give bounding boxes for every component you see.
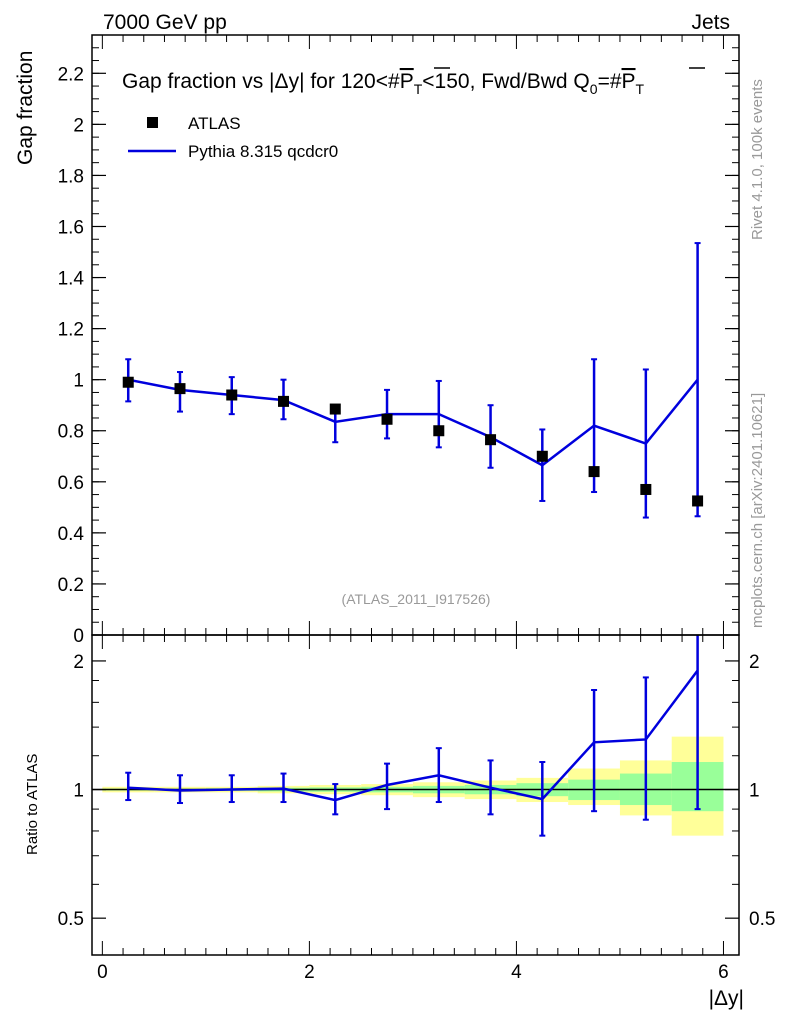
atlas-data-point (640, 483, 652, 495)
atlas-data-point (329, 403, 341, 415)
title-mid2: <150, Fwd/Bwd Q (422, 70, 590, 93)
ratio-ytick-label: 0.5 (58, 909, 84, 930)
main-ytick-label: 0 (73, 626, 84, 647)
title-q-sub: 0 (590, 81, 598, 97)
legend-atlas-marker (147, 117, 158, 128)
title-pt2: P (622, 70, 636, 93)
header-right: Jets (691, 11, 730, 34)
ratio-ylabel: Ratio to ATLAS (24, 754, 41, 855)
atlas-data-point (278, 395, 290, 407)
atlas-data-point (226, 389, 238, 401)
ratio-ytick-label: 2 (73, 652, 84, 673)
title-delta: Δ (275, 70, 289, 93)
main-ytick-label: 0.6 (58, 473, 84, 494)
main-plot-layer: 0 0.2 0.4 0.6 0.8 1 1.2 1.4 1.6 1.8 2 2.2 (58, 34, 739, 647)
atlas-data-point (433, 425, 445, 437)
main-ytick-label: 1 (73, 371, 84, 392)
title-eq: =# (598, 70, 622, 93)
ratio-xtick-label: 0 (97, 962, 108, 983)
title-pt2-sub: T (636, 81, 645, 97)
pythia-series-line (127, 378, 699, 467)
ratio-ytick-label: 1 (73, 781, 84, 802)
ratio-ytick-label-right: 0.5 (749, 909, 775, 930)
atlas-data-point (381, 413, 393, 425)
main-ytick-label: 1.6 (58, 217, 84, 238)
atlas-data-point (174, 383, 186, 395)
atlas-data-point (588, 466, 600, 478)
plot-title: Gap fraction vs |Δy| for 120<#PT<150, Fw… (122, 70, 645, 97)
main-ytick-label: 0.8 (58, 422, 84, 443)
rivet-label: Rivet 4.1.0, 100k events (749, 79, 766, 240)
title-pt: P (400, 70, 414, 93)
main-ytick-label: 2.2 (58, 64, 84, 85)
ratio-xtick-label: 4 (511, 962, 522, 983)
ratio-plot-frame (91, 634, 740, 956)
legend-pythia-label: Pythia 8.315 qcdcr0 (188, 142, 338, 161)
title-mid: y| for 120<# (289, 70, 400, 93)
main-ylabel: Gap fraction (14, 51, 37, 165)
title-pt-sub: T (414, 81, 423, 97)
ratio-xlabel: |Δy| (709, 987, 744, 1010)
main-ytick-label: 0.2 (58, 575, 84, 596)
atlas-data-point (485, 434, 497, 446)
ratio-xtick-label: 2 (304, 962, 315, 983)
main-ytick-label: 1.8 (58, 166, 84, 187)
main-ytick-label: 2 (73, 115, 84, 136)
atlas-data-point (122, 376, 134, 388)
legend-atlas-label: ATLAS (188, 114, 241, 133)
atlas-data-point (536, 450, 548, 462)
title-pre: Gap fraction vs | (122, 70, 275, 93)
ratio-xtick-label: 6 (718, 962, 729, 983)
ratio-ytick-label-right: 1 (749, 781, 760, 802)
ratio-plot-layer: 0.5 0.5 1 1 2 2 0 2 4 6 (58, 635, 775, 983)
ratio-series-line (128, 669, 699, 802)
ratio-ytick-label-right: 2 (749, 652, 760, 673)
header-left: 7000 GeV pp (103, 11, 227, 34)
analysis-watermark: (ATLAS_2011_I917526) (342, 591, 491, 607)
atlas-data-point (692, 495, 704, 507)
main-ytick-label: 1.4 (58, 269, 85, 290)
main-ytick-label: 1.2 (58, 320, 84, 341)
main-ytick-label: 0.4 (58, 524, 85, 545)
mcplots-label: mcplots.cern.ch [arXiv:2401.10621] (749, 393, 766, 628)
